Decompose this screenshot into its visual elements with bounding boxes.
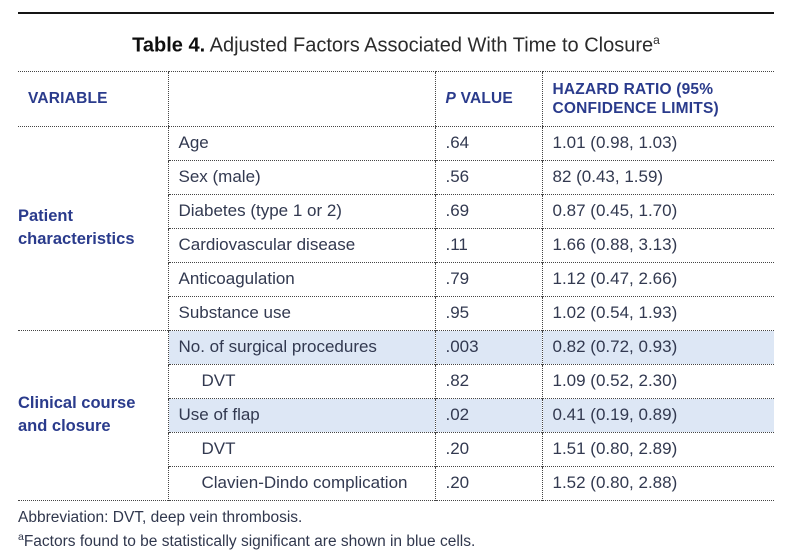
variable-cell: Diabetes (type 1 or 2) bbox=[167, 193, 435, 229]
footnote-significance-text: Factors found to be statistically signif… bbox=[23, 532, 476, 550]
group-label-clinical-course: Clinical course and closure bbox=[18, 329, 168, 501]
p-value-cell: .95 bbox=[434, 295, 542, 331]
p-value-cell-significant: .02 bbox=[434, 397, 542, 433]
hazard-ratio-cell: 1.01 (0.98, 1.03) bbox=[541, 125, 774, 161]
variable-cell: Clavien-Dindo complication bbox=[167, 465, 435, 501]
adjusted-factors-table: VARIABLE P VALUE HAZARD RATIO (95% CONFI… bbox=[18, 70, 774, 501]
hazard-ratio-cell-significant: 0.82 (0.72, 0.93) bbox=[541, 329, 774, 365]
variable-cell: DVT bbox=[167, 363, 435, 399]
table-row: Sex (male) .56 82 (0.43, 1.59) bbox=[18, 159, 774, 195]
p-value-cell-significant: .003 bbox=[434, 329, 542, 365]
p-value-cell: .20 bbox=[434, 431, 542, 467]
variable-cell: Anticoagulation bbox=[167, 261, 435, 297]
table-title-superscript: a bbox=[653, 33, 660, 47]
hazard-ratio-cell: 1.12 (0.47, 2.66) bbox=[541, 261, 774, 297]
hazard-ratio-cell: 1.52 (0.80, 2.88) bbox=[541, 465, 774, 501]
table-title: Table 4. Adjusted Factors Associated Wit… bbox=[18, 27, 774, 59]
variable-cell: Cardiovascular disease bbox=[167, 227, 435, 263]
table-row: Cardiovascular disease .11 1.66 (0.88, 3… bbox=[18, 227, 774, 263]
table-row: DVT .20 1.51 (0.80, 2.89) bbox=[18, 431, 774, 467]
hazard-ratio-cell: 82 (0.43, 1.59) bbox=[541, 159, 774, 195]
p-value-cell: .11 bbox=[434, 227, 542, 263]
p-value-rest: VALUE bbox=[460, 90, 513, 108]
table-row: Patient characteristics Age .64 1.01 (0.… bbox=[18, 125, 774, 331]
hazard-ratio-cell: 1.66 (0.88, 3.13) bbox=[541, 227, 774, 263]
footnote-significance-marker: a bbox=[18, 530, 24, 543]
top-rule bbox=[18, 12, 774, 14]
variable-cell-significant: No. of surgical procedures bbox=[167, 329, 435, 365]
p-value-italic-p: P bbox=[445, 90, 457, 108]
hazard-ratio-cell: 0.87 (0.45, 1.70) bbox=[541, 193, 774, 229]
table-title-label: Table 4. bbox=[132, 34, 206, 57]
table-row: DVT .82 1.09 (0.52, 2.30) bbox=[18, 363, 774, 399]
table-row: Anticoagulation .79 1.12 (0.47, 2.66) bbox=[18, 261, 774, 297]
column-header-blank bbox=[167, 70, 435, 127]
table-row: Clinical course and closure No. of surgi… bbox=[18, 329, 774, 501]
header-row: VARIABLE P VALUE HAZARD RATIO (95% CONFI… bbox=[18, 70, 774, 127]
p-value-cell: .82 bbox=[434, 363, 542, 399]
variable-cell: DVT bbox=[167, 431, 435, 467]
p-value-cell: .64 bbox=[434, 125, 542, 161]
footnote-abbreviation: Abbreviation: DVT, deep vein thrombosis. bbox=[18, 508, 303, 526]
footnote-significance: aFactors found to be statistically signi… bbox=[18, 530, 774, 554]
hazard-ratio-cell: 1.51 (0.80, 2.89) bbox=[541, 431, 774, 467]
variable-cell: Age bbox=[167, 125, 435, 161]
variable-cell-significant: Use of flap bbox=[167, 397, 435, 433]
table-row: Use of flap .02 0.41 (0.19, 0.89) bbox=[18, 397, 774, 433]
hazard-ratio-cell: 1.09 (0.52, 2.30) bbox=[541, 363, 774, 399]
hazard-ratio-cell: 1.02 (0.54, 1.93) bbox=[541, 295, 774, 331]
table-row: Clavien-Dindo complication .20 1.52 (0.8… bbox=[18, 465, 774, 501]
column-header-variable: VARIABLE bbox=[18, 70, 168, 127]
footnotes: Abbreviation: DVT, deep vein thrombosis.… bbox=[18, 506, 774, 554]
group-label-patient-characteristics: Patient characteristics bbox=[18, 125, 168, 331]
p-value-cell: .69 bbox=[434, 193, 542, 229]
column-header-p-value: P VALUE bbox=[434, 70, 542, 127]
column-header-hazard-ratio: HAZARD RATIO (95% CONFIDENCE LIMITS) bbox=[541, 70, 774, 127]
table-title-text: Adjusted Factors Associated With Time to… bbox=[205, 34, 654, 57]
variable-cell: Substance use bbox=[167, 295, 435, 331]
table-row: Substance use .95 1.02 (0.54, 1.93) bbox=[18, 295, 774, 331]
variable-cell: Sex (male) bbox=[167, 159, 435, 195]
table-row: Diabetes (type 1 or 2) .69 0.87 (0.45, 1… bbox=[18, 193, 774, 229]
p-value-cell: .79 bbox=[434, 261, 542, 297]
hazard-ratio-cell-significant: 0.41 (0.19, 0.89) bbox=[541, 397, 774, 433]
p-value-cell: .56 bbox=[434, 159, 542, 195]
p-value-cell: .20 bbox=[434, 465, 542, 501]
